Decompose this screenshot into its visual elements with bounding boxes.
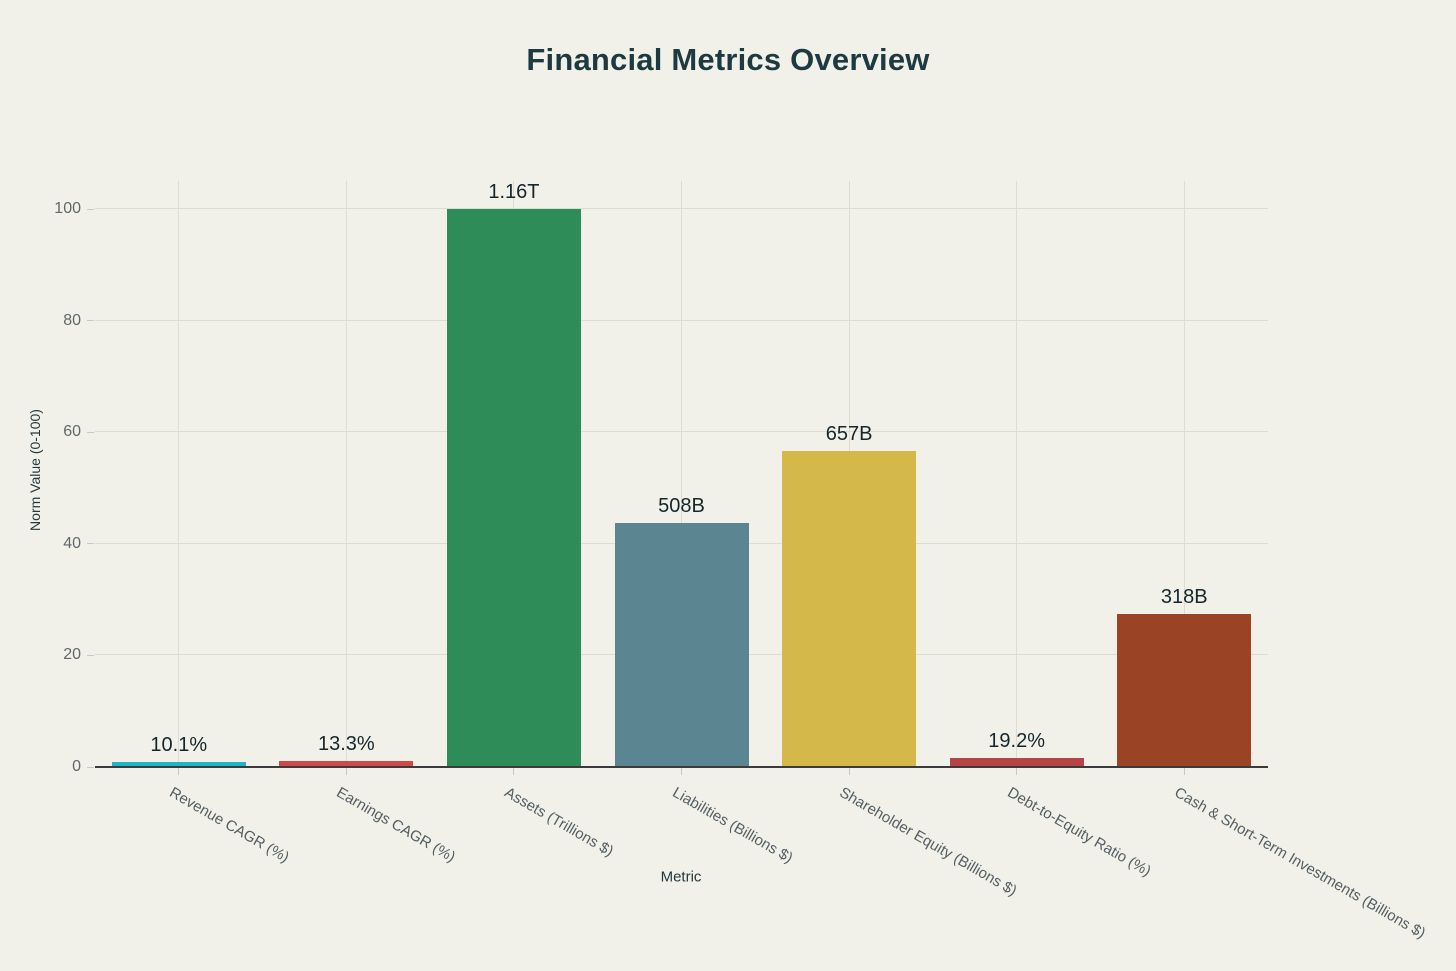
bar-earnings-cagr[interactable] [279,760,414,767]
x-tick-label: Earnings CAGR (%) [333,784,459,866]
bar-shareholder-equity-billions[interactable] [782,451,917,767]
y-tick-label: 100 [54,200,81,217]
x-tick-label: Assets (Trillions $) [501,784,617,861]
y-axis-title: Norm Value (0-100) [27,409,43,531]
y-tick-label: 80 [63,311,81,329]
bar-liabilities-billions[interactable] [614,522,749,767]
y-tick-mark [87,766,94,768]
x-tick-mark [1183,768,1185,775]
x-axis-title: Metric [660,868,702,886]
y-tick-mark [87,208,94,210]
v-gridline [681,181,682,767]
x-tick-mark [345,768,347,775]
v-gridline [1016,181,1018,767]
bar-value-label: 1.16T [488,181,540,203]
bar-value-label: 13.3% [317,732,375,755]
plot-area: 10.1% 13.3% 1.16T 508B 657B 19.2% 318B [95,181,1268,768]
bar-revenue-cagr[interactable] [111,761,246,767]
bar-value-label: 318B [1160,586,1208,609]
x-tick-mark [848,768,850,775]
x-tick-mark [178,768,180,775]
bar-cash-short-term-investments-billions[interactable] [1117,614,1252,767]
y-tick-mark [87,431,94,433]
bar-value-label: 508B [658,494,705,517]
x-tick-mark [1016,768,1018,775]
bar-assets-trillions[interactable] [446,209,581,767]
y-tick-label: 20 [63,646,81,664]
x-tick-mark [681,768,682,775]
x-tick-label: Debt-to-Equity Ratio (%) [1004,784,1154,881]
y-tick-label: 40 [63,534,81,552]
y-tick-mark [87,654,94,656]
y-tick-label: 60 [63,423,81,441]
y-tick-mark [87,320,94,322]
v-gridline [178,181,180,767]
x-tick-label: Revenue CAGR (%) [166,784,292,867]
bar-value-label: 657B [825,423,873,446]
x-tick-label: Shareholder Equity (Billions $) [836,784,1020,900]
bar-value-label: 19.2% [988,729,1045,752]
v-gridline [1183,181,1185,767]
chart-title: Financial Metrics Overview [526,42,930,77]
bar-debt-to-equity-ratio[interactable] [949,757,1084,767]
x-tick-label: Liabilities (Billions $) [669,784,796,867]
bar-value-label: 10.1% [150,733,208,756]
x-tick-label: Cash & Short-Term Investments (Billions … [1171,784,1429,943]
y-tick-label: 0 [72,758,81,775]
v-gridline [345,181,347,767]
x-tick-mark [513,768,515,775]
x-axis-line [95,766,1268,768]
y-tick-mark [87,543,94,545]
